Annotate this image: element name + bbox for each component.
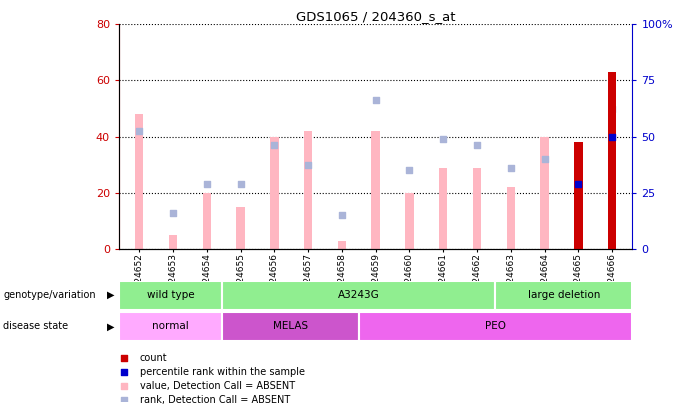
Point <box>539 156 550 162</box>
Point <box>303 162 313 168</box>
Point <box>438 136 449 143</box>
Point <box>573 162 584 168</box>
Bar <box>439 168 447 249</box>
Bar <box>358 312 632 341</box>
Bar <box>496 281 632 310</box>
Bar <box>270 136 279 249</box>
Point <box>337 212 347 219</box>
Text: disease state: disease state <box>3 322 69 331</box>
Bar <box>574 142 583 249</box>
Point <box>417 237 428 244</box>
Text: MELAS: MELAS <box>273 322 307 331</box>
Bar <box>405 193 413 249</box>
Point <box>417 108 428 115</box>
Point <box>472 142 483 148</box>
Text: ▶: ▶ <box>107 290 115 300</box>
Point <box>134 128 145 134</box>
Text: rank, Detection Call = ABSENT: rank, Detection Call = ABSENT <box>139 395 290 405</box>
Point <box>417 362 428 368</box>
Point <box>607 134 617 140</box>
Bar <box>507 187 515 249</box>
Text: wild type: wild type <box>146 290 194 300</box>
Bar <box>574 142 583 249</box>
Bar <box>237 207 245 249</box>
Point <box>167 209 178 216</box>
Bar <box>608 72 616 249</box>
Title: GDS1065 / 204360_s_at: GDS1065 / 204360_s_at <box>296 10 456 23</box>
Bar <box>222 281 496 310</box>
Bar <box>203 193 211 249</box>
Point <box>269 142 279 148</box>
Text: ▶: ▶ <box>107 322 115 331</box>
Bar <box>119 281 222 310</box>
Bar <box>541 136 549 249</box>
Bar <box>371 131 380 249</box>
Text: PEO: PEO <box>485 322 506 331</box>
Text: value, Detection Call = ABSENT: value, Detection Call = ABSENT <box>139 381 294 391</box>
Point <box>607 105 617 112</box>
Point <box>201 181 212 188</box>
Bar <box>135 114 143 249</box>
Text: genotype/variation: genotype/variation <box>3 290 96 300</box>
Bar <box>222 312 358 341</box>
Text: percentile rank within the sample: percentile rank within the sample <box>139 367 305 377</box>
Bar <box>304 131 312 249</box>
Bar <box>473 168 481 249</box>
Bar <box>169 235 177 249</box>
Point <box>505 164 516 171</box>
Point <box>573 181 584 187</box>
Bar <box>608 72 616 249</box>
Point <box>235 181 246 188</box>
Text: A3243G: A3243G <box>338 290 379 300</box>
Text: large deletion: large deletion <box>528 290 600 300</box>
Point <box>404 167 415 174</box>
Text: count: count <box>139 353 167 363</box>
Text: normal: normal <box>152 322 189 331</box>
Bar <box>119 312 222 341</box>
Bar <box>338 241 346 249</box>
Point <box>370 97 381 103</box>
